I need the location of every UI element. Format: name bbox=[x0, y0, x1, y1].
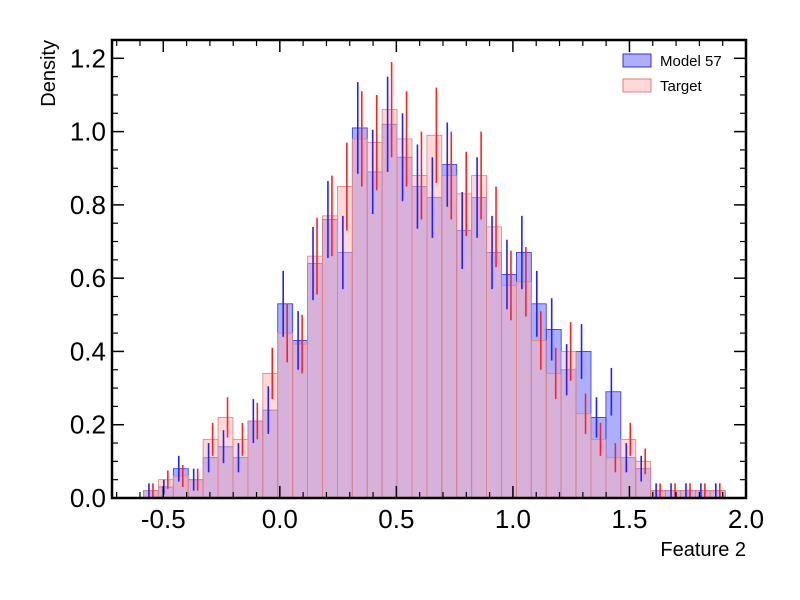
bar-target bbox=[336, 186, 353, 499]
bar-target bbox=[471, 175, 487, 499]
bar-target bbox=[187, 479, 204, 499]
x-tick-label: 2.0 bbox=[728, 504, 764, 534]
y-tick-label: 0.0 bbox=[70, 483, 106, 513]
legend-swatch-model bbox=[622, 53, 652, 68]
y-tick-labels: 0.0 0.2 0.4 0.6 0.8 1.0 1.2 bbox=[70, 43, 106, 513]
y-axis-label: Density bbox=[38, 40, 60, 107]
bar-target bbox=[322, 215, 338, 499]
bar-target bbox=[277, 332, 294, 499]
bar-target bbox=[307, 255, 323, 499]
y-tick-label: 1.2 bbox=[70, 43, 106, 73]
bar-target bbox=[247, 420, 264, 499]
bar-target bbox=[605, 457, 622, 499]
bar-target bbox=[381, 109, 398, 499]
y-tick-label: 0.4 bbox=[70, 336, 106, 366]
bars-layer bbox=[143, 109, 726, 499]
bar-target bbox=[530, 340, 547, 499]
bar-target bbox=[396, 138, 413, 499]
bar-target bbox=[366, 142, 383, 499]
bar-target bbox=[456, 193, 473, 499]
bar-target bbox=[545, 373, 562, 499]
bar-target bbox=[202, 438, 219, 499]
bar-target bbox=[441, 175, 458, 499]
bar-target bbox=[157, 479, 174, 499]
bar-target bbox=[486, 226, 502, 499]
x-tick-label: 1.0 bbox=[495, 504, 531, 534]
x-axis-label: Feature 2 bbox=[660, 539, 746, 561]
x-tick-label: 1.5 bbox=[611, 504, 647, 534]
bar-target bbox=[635, 460, 652, 499]
bar-target bbox=[351, 138, 368, 499]
bar-target bbox=[575, 413, 592, 499]
y-tick-label: 0.8 bbox=[70, 190, 106, 220]
bar-target bbox=[560, 351, 577, 499]
y-tick-label: 0.2 bbox=[70, 410, 106, 440]
bar-target bbox=[501, 285, 517, 499]
errorbars-layer bbox=[148, 61, 721, 498]
bar-target bbox=[590, 438, 607, 499]
bar-target bbox=[232, 438, 249, 499]
plot-frame bbox=[110, 38, 748, 500]
legend-swatch-target bbox=[622, 78, 652, 93]
x-tick-label: 0.5 bbox=[378, 504, 414, 534]
y-tick-label: 1.0 bbox=[70, 117, 106, 147]
bar-target bbox=[426, 134, 443, 499]
legend-label-target: Target bbox=[660, 78, 703, 95]
bar-target bbox=[172, 475, 189, 499]
legend-label-model: Model 57 bbox=[660, 53, 722, 70]
legend: Model 57 Target bbox=[622, 53, 722, 95]
bar-target bbox=[620, 438, 637, 499]
bar-target bbox=[411, 175, 428, 499]
bar-target bbox=[292, 343, 308, 499]
x-tick-label: -0.5 bbox=[141, 504, 186, 534]
y-tick-label: 0.6 bbox=[70, 263, 106, 293]
x-tick-label: 0.0 bbox=[262, 504, 298, 534]
bar-target bbox=[516, 281, 532, 499]
bar-target bbox=[217, 416, 234, 499]
x-tick-labels: -0.5 0.0 0.5 1.0 1.5 2.0 bbox=[141, 504, 764, 534]
bar-target bbox=[262, 373, 279, 499]
